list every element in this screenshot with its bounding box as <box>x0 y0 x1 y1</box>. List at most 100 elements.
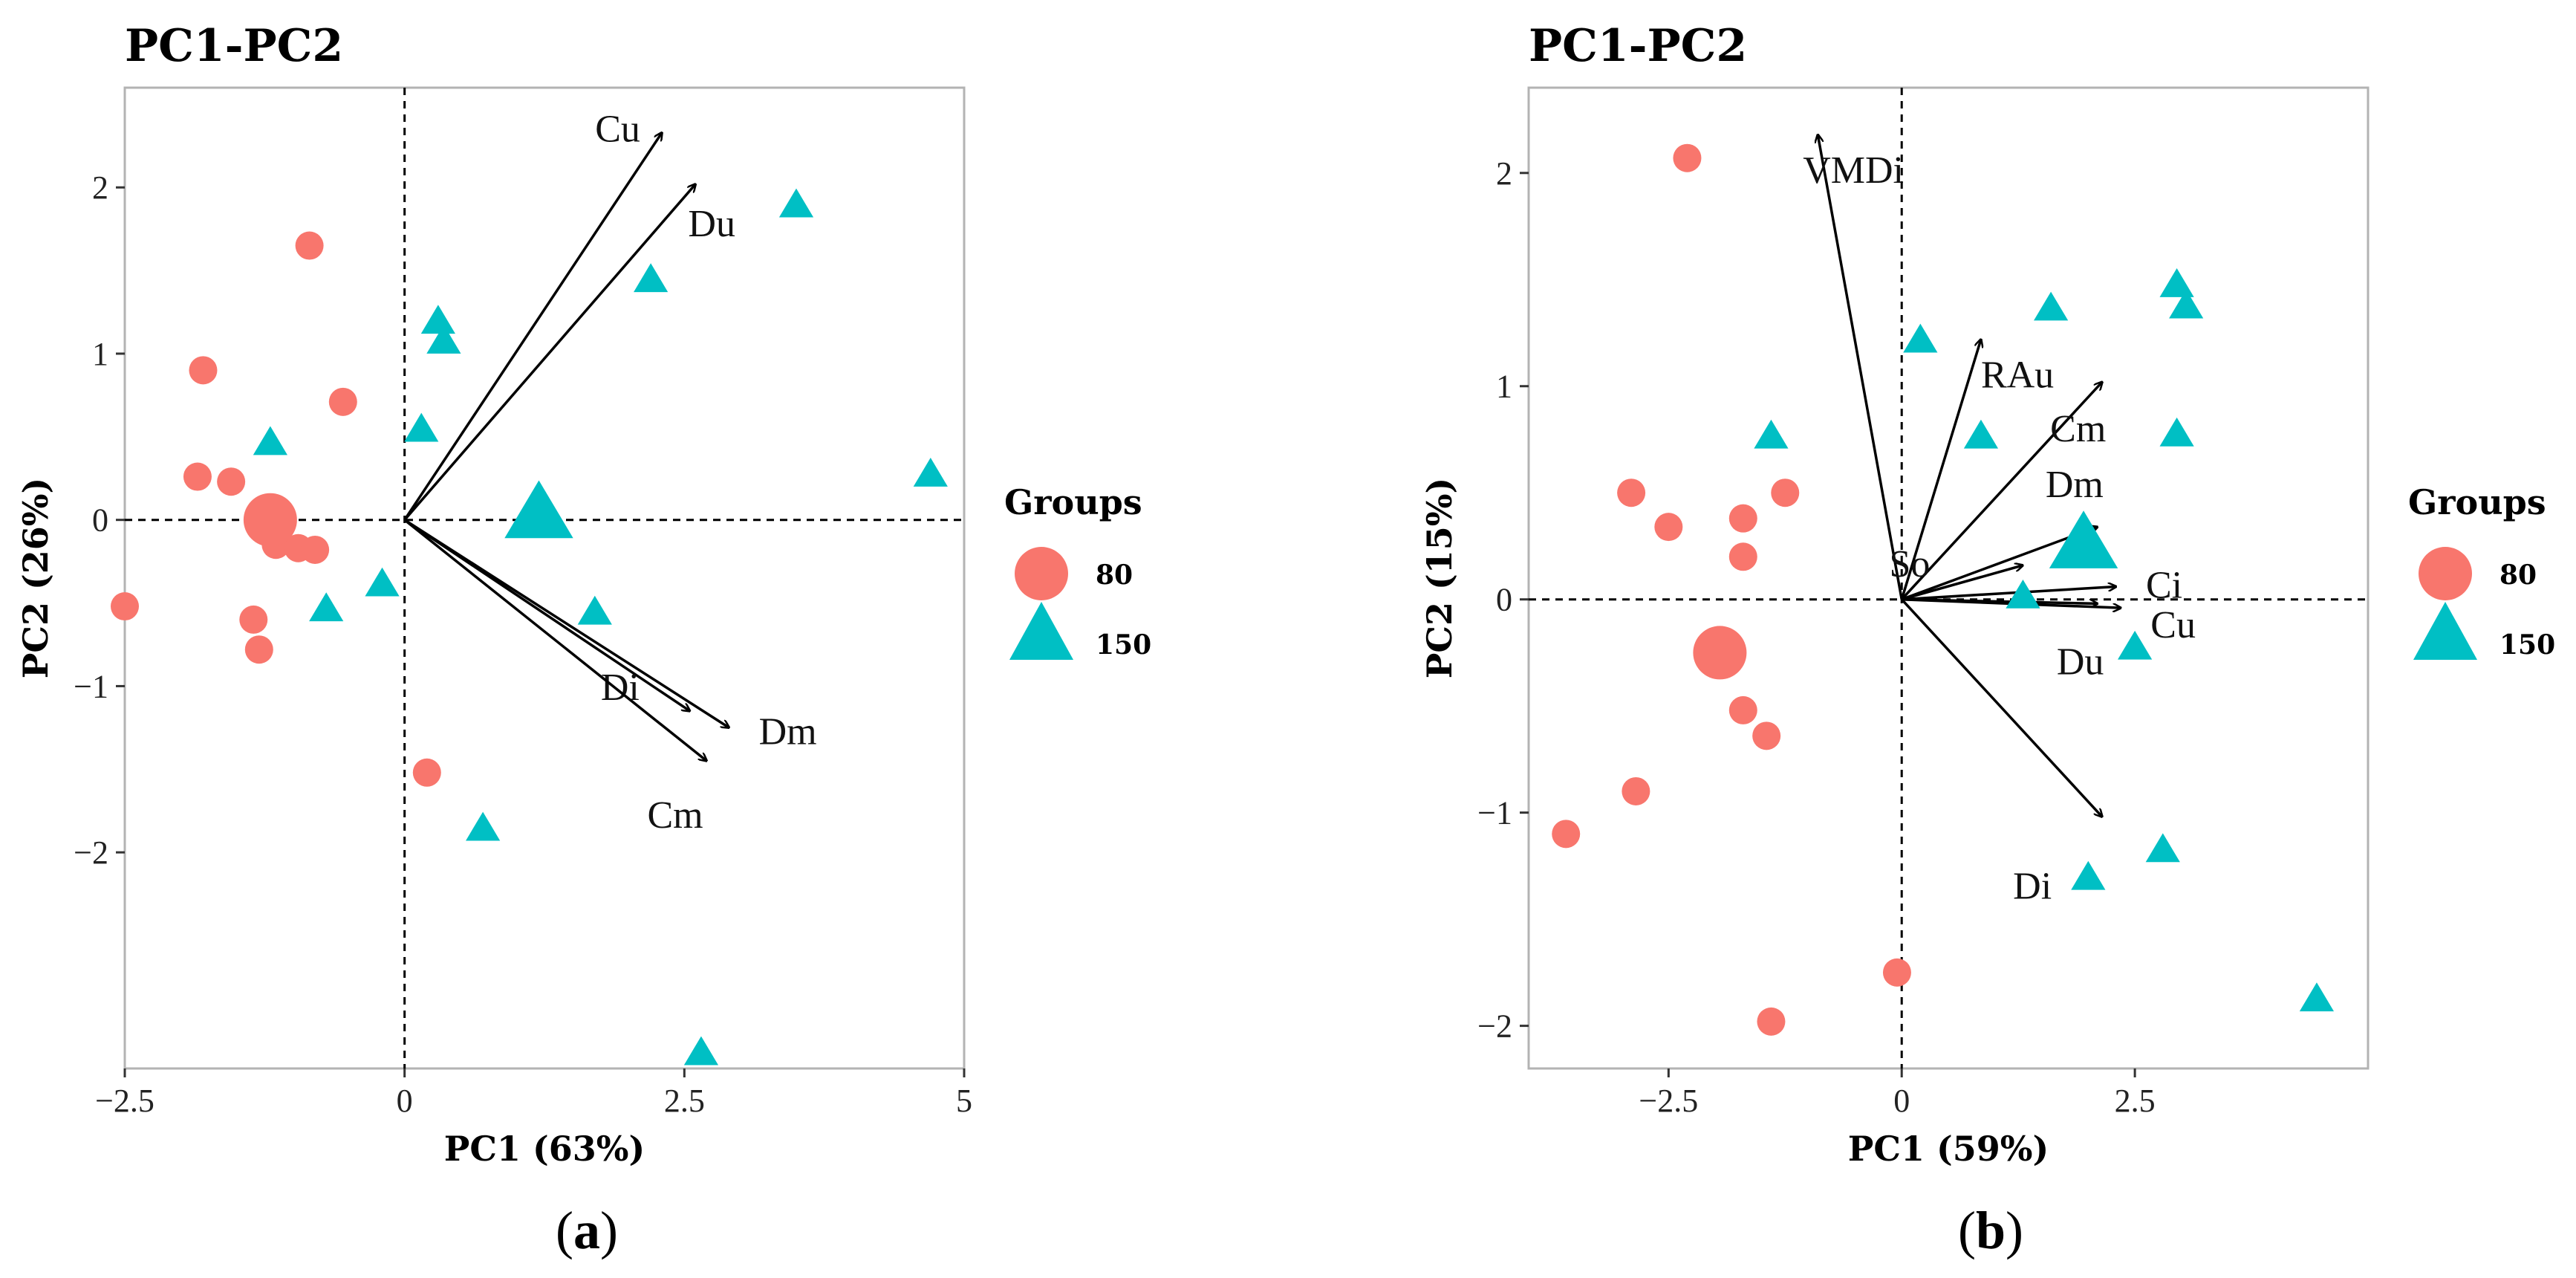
panel-a-point-80 <box>295 231 324 260</box>
panel-b-vector-label-so: So <box>1889 543 1930 586</box>
panel-b-point-150 <box>1754 419 1789 449</box>
panel-a-caption-letter: a <box>573 1201 600 1260</box>
panel-a-point-150 <box>778 188 814 218</box>
panel-a-x-tick-label: 5 <box>956 1083 972 1119</box>
panel-b-vector-vmdi <box>1818 134 1903 600</box>
panel-b-point-150 <box>2159 268 2194 297</box>
panel-b-y-tick-label: 2 <box>1496 155 1512 192</box>
panel-b-y-tick-label: −2 <box>1477 1008 1512 1045</box>
panel-b-legend: Groups 80 150 <box>2408 482 2555 661</box>
panel-b-ticks: −2.5 0 2.5 −2 −1 0 1 2 <box>1477 88 2368 1119</box>
panel-b-legend-triangle-marker <box>2413 602 2477 660</box>
panel-a-point-150 <box>683 1036 719 1065</box>
panel-b-point-150 <box>2006 579 2040 609</box>
panel-a-centroid-150 <box>504 480 573 539</box>
panel-b-vector-du <box>1902 597 2098 604</box>
panel-b-point-150 <box>2299 982 2335 1012</box>
panel-b-point-80 <box>1882 958 1911 987</box>
panel-b-point-80 <box>1673 143 1702 172</box>
panel-a-point-150 <box>634 263 669 293</box>
panel-b-caption-letter: b <box>1976 1201 2006 1260</box>
panel-b-y-tick-label: −1 <box>1477 795 1512 831</box>
panel-a-legend: Groups 80 150 <box>1004 482 1151 661</box>
panel-b-legend-label-150: 150 <box>2499 629 2555 661</box>
panel-b: PC1-PC2 −2.5 0 2.5 −2 −1 0 1 2 VMDi RAu Cm Dm Ci So C… <box>1419 20 2555 1260</box>
panel-b-point-80 <box>1622 776 1650 805</box>
panel-a-point-150 <box>309 592 344 622</box>
panel-b-point-150 <box>1963 419 1999 449</box>
panel-b-point-150 <box>2169 289 2204 319</box>
panel-b-vector-label-dm: Dm <box>2046 464 2104 506</box>
panel-a-ticks: −2.5 0 2.5 5 −2 −1 0 1 2 <box>74 88 972 1119</box>
panel-a-legend-circle-marker <box>1015 547 1068 600</box>
panel-b-point-150 <box>2159 417 2194 447</box>
panel-b-vector-label-vmdi: VMDi <box>1803 149 1904 192</box>
panel-b-vector-rau <box>1900 340 1981 600</box>
panel-b-frame <box>1527 86 2370 1070</box>
panel-a-point-150 <box>420 305 455 334</box>
panel-b-caption: (b) <box>1958 1201 2023 1260</box>
panel-b-vector-label-ci: Ci <box>2146 564 2182 606</box>
panel-a-legend-label-80: 80 <box>1096 559 1133 591</box>
panel-a-point-80 <box>412 758 441 787</box>
panel-a-legend-label-150: 150 <box>1096 629 1151 661</box>
panel-a-centroid-80 <box>243 493 297 547</box>
panel-b-vector-cm <box>1900 382 2102 600</box>
panel-a-point-80 <box>239 605 268 634</box>
panel-b-point-80 <box>1654 513 1683 542</box>
panel-a-point-150 <box>913 458 948 487</box>
panel-b-point-150 <box>2118 630 2153 660</box>
panel-b-vector-label-rau: RAu <box>1981 354 2054 397</box>
panel-b-vector-label-cu: Cu <box>2150 604 2196 646</box>
panel-a-point-150 <box>577 595 612 625</box>
panel-a-y-tick-label: −2 <box>74 834 108 871</box>
panel-b-vector-dm <box>1901 527 2098 601</box>
panel-a-point-80 <box>328 387 357 416</box>
panel-b-vector-label-cm: Cm <box>2050 408 2106 450</box>
panel-b-vector-ci <box>1902 586 2116 601</box>
panel-b-point-150 <box>1903 323 1938 353</box>
panel-a-x-tick-label: −2.5 <box>95 1083 155 1119</box>
panel-a-y-tick-label: −1 <box>74 668 108 704</box>
panel-a-point-80 <box>183 462 212 491</box>
panel-b-vectors: VMDi RAu Cm Dm Ci So Cu Du Di <box>1803 134 2196 907</box>
panel-a-point-150 <box>253 426 287 455</box>
panel-b-point-80 <box>1728 542 1757 571</box>
panel-b-vector-so <box>1901 565 2023 601</box>
panel-b-y-tick-label: 1 <box>1496 369 1512 405</box>
panel-a-vector-label-cu: Cu <box>595 108 640 150</box>
panel-a-y-tick-label: 1 <box>92 336 108 372</box>
panel-a-frame <box>123 86 966 1070</box>
panel-b-y-axis-label: PC2 (15%) <box>1419 478 1460 678</box>
panel-b-point-80 <box>1728 504 1757 533</box>
panel-a-y-tick-label: 2 <box>92 169 108 206</box>
panel-b-y-tick-label: 0 <box>1496 582 1512 618</box>
panel-b-point-150 <box>2145 833 2180 863</box>
panel-b-point-80 <box>1617 479 1646 507</box>
panel-b-legend-title: Groups <box>2408 482 2546 522</box>
panel-b-points <box>1552 143 2335 1036</box>
panel-a-point-80 <box>111 592 139 621</box>
panel-a-point-150 <box>404 412 439 442</box>
panel-b-legend-circle-marker <box>2419 547 2472 600</box>
panel-b-legend-label-80: 80 <box>2499 559 2537 591</box>
panel-a-vector-cm <box>403 519 707 761</box>
panel-b-point-150 <box>2034 291 2069 321</box>
panel-b-point-80 <box>1771 479 1800 507</box>
panel-b-point-150 <box>2071 860 2106 890</box>
panel-a-point-80 <box>301 535 330 564</box>
panel-a-y-tick-label: 0 <box>92 502 108 539</box>
panel-a-point-150 <box>426 325 461 354</box>
panel-a-point-80 <box>244 635 273 664</box>
panel-b-x-tick-label: 0 <box>1893 1083 1910 1119</box>
panel-a-caption: (a) <box>556 1201 618 1260</box>
panel-a-title: PC1-PC2 <box>125 20 343 72</box>
panel-b-vector-label-di: Di <box>2013 865 2052 907</box>
panel-b-x-axis-label: PC1 (59%) <box>1848 1129 2049 1169</box>
panel-a-x-tick-label: 0 <box>397 1083 413 1119</box>
panel-a-legend-title: Groups <box>1004 482 1142 522</box>
panel-a-vector-cu <box>403 132 663 521</box>
